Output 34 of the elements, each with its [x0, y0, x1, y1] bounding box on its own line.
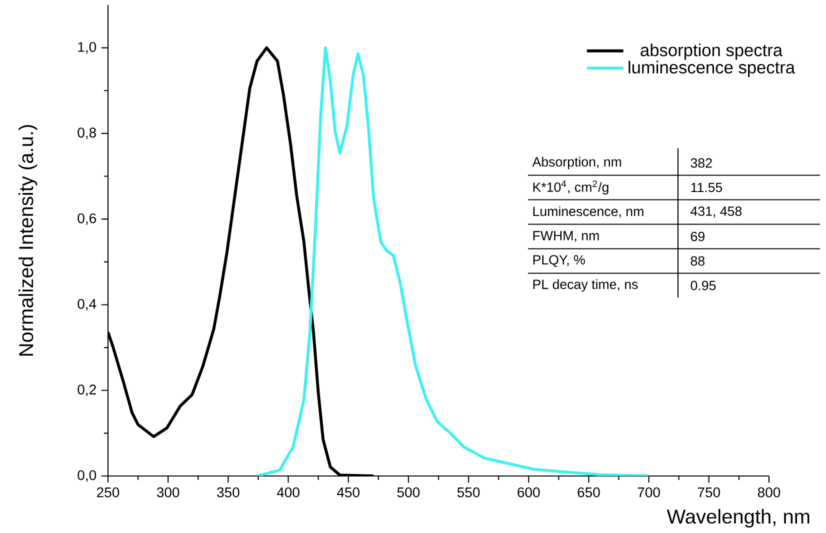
x-tick-label: 450 — [336, 487, 360, 498]
x-tick-label: 800 — [758, 487, 780, 498]
x-axis-title: Wavelength, nm — [666, 508, 810, 528]
annotation: K*10$^{4}$, cm$^{2}$/g — [533, 180, 608, 195]
x-tick-label: 400 — [276, 487, 300, 498]
legend-label: absorption spectra — [640, 44, 783, 60]
x-tick-label: 250 — [97, 487, 120, 498]
annotation: Absorption, nm — [532, 156, 622, 170]
x-tick-label: 350 — [217, 487, 240, 498]
annotation: 88 — [690, 256, 705, 266]
annotation: PLQY, % — [533, 255, 585, 267]
y-tick-label: 0,6 — [78, 213, 96, 225]
annotation: 11.55 — [691, 182, 722, 192]
y-tick-label: 0,4 — [78, 298, 96, 311]
x-tick-label: 550 — [457, 487, 480, 498]
x-tick-label: 700 — [638, 487, 660, 498]
annotation: 0.95 — [690, 280, 716, 290]
annotation: FWHM, nm — [533, 231, 599, 242]
y-tick-label: 0,2 — [78, 384, 96, 396]
annotation: 382 — [690, 158, 712, 168]
x-tick-label: 750 — [698, 487, 720, 498]
y-axis-title: Normalized Intensity (a.u.) — [18, 125, 38, 356]
x-tick-label: 600 — [518, 487, 540, 498]
x-tick-label: 300 — [156, 487, 180, 498]
legend-label: luminescence spectra — [628, 60, 796, 77]
annotation: 431, 458 — [690, 206, 742, 218]
annotation: PL decay time, ns — [533, 279, 638, 292]
x-tick-label: 650 — [578, 487, 600, 498]
x-tick-label: 500 — [397, 487, 420, 498]
annotation: 69 — [690, 232, 704, 242]
y-tick-label: 0,0 — [78, 470, 96, 482]
annotation: Luminescence, nm — [533, 206, 644, 218]
y-tick-label: 0,8 — [78, 128, 96, 140]
y-tick-label: 1,0 — [78, 42, 96, 54]
